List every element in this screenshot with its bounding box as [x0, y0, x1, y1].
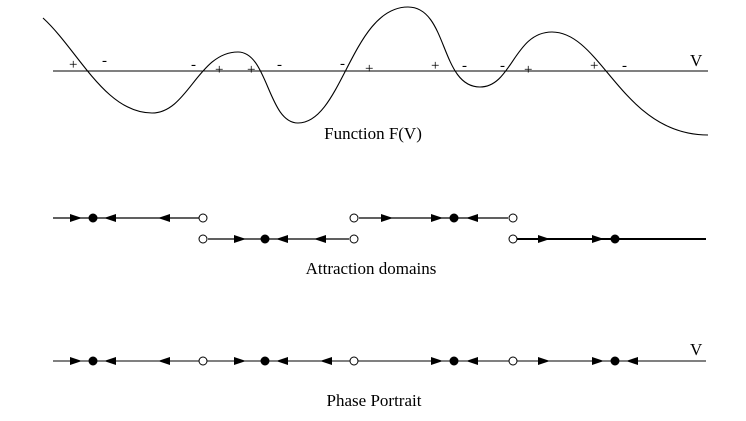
left-arrow-icon	[158, 357, 170, 365]
sign-label: -	[622, 58, 627, 74]
left-arrow-icon	[276, 357, 288, 365]
stable-point	[88, 213, 98, 223]
right-arrow-icon	[538, 357, 550, 365]
sign-label: -	[102, 53, 107, 69]
sign-label: -	[277, 57, 282, 73]
left-arrow-icon	[466, 214, 478, 222]
function-caption: Function F(V)	[324, 124, 422, 143]
sign-label: +	[247, 62, 255, 78]
sign-label: +	[215, 62, 223, 78]
right-arrow-icon	[431, 214, 443, 222]
stable-point	[610, 356, 620, 366]
domains-panel: Attraction domains	[53, 213, 706, 278]
left-arrow-icon	[466, 357, 478, 365]
portrait-panel: V Phase Portrait	[53, 340, 706, 410]
sign-label: -	[340, 56, 345, 72]
portrait-v-axis-label: V	[690, 340, 703, 359]
portrait-caption: Phase Portrait	[327, 391, 422, 410]
right-arrow-icon	[592, 235, 604, 243]
right-arrow-icon	[234, 235, 246, 243]
right-arrow-icon	[70, 357, 82, 365]
stable-point	[260, 234, 270, 244]
stable-point	[449, 356, 459, 366]
unstable-point	[198, 213, 208, 223]
sign-label: -	[462, 58, 467, 74]
stable-point	[449, 213, 459, 223]
left-arrow-icon	[314, 235, 326, 243]
sign-label: +	[524, 62, 532, 78]
unstable-point	[508, 356, 518, 366]
right-arrow-icon	[538, 235, 550, 243]
stable-point	[610, 234, 620, 244]
unstable-point	[349, 234, 359, 244]
unstable-point	[508, 234, 518, 244]
right-arrow-icon	[381, 214, 393, 222]
sign-label: +	[69, 57, 77, 73]
sign-label: +	[590, 58, 598, 74]
left-arrow-icon	[626, 357, 638, 365]
unstable-point	[349, 356, 359, 366]
unstable-point	[198, 234, 208, 244]
left-arrow-icon	[276, 235, 288, 243]
left-arrow-icon	[158, 214, 170, 222]
right-arrow-icon	[70, 214, 82, 222]
unstable-point	[508, 213, 518, 223]
left-arrow-icon	[104, 357, 116, 365]
function-curve	[42, 6, 709, 136]
unstable-point	[198, 356, 208, 366]
right-arrow-icon	[431, 357, 443, 365]
stable-point	[260, 356, 270, 366]
sign-label: -	[191, 57, 196, 73]
right-arrow-icon	[234, 357, 246, 365]
sign-label: +	[431, 58, 439, 74]
function-panel: V + - - + + - - + + - - + + - Function F…	[42, 6, 709, 143]
left-arrow-icon	[104, 214, 116, 222]
unstable-point	[349, 213, 359, 223]
left-arrow-icon	[320, 357, 332, 365]
right-arrow-icon	[592, 357, 604, 365]
domains-caption: Attraction domains	[306, 259, 437, 278]
sign-label: +	[365, 61, 373, 77]
function-v-axis-label: V	[690, 51, 703, 70]
sign-label: -	[500, 58, 505, 74]
sign-labels: + - - + + - - + + - - + + -	[69, 53, 627, 78]
stable-point	[88, 356, 98, 366]
